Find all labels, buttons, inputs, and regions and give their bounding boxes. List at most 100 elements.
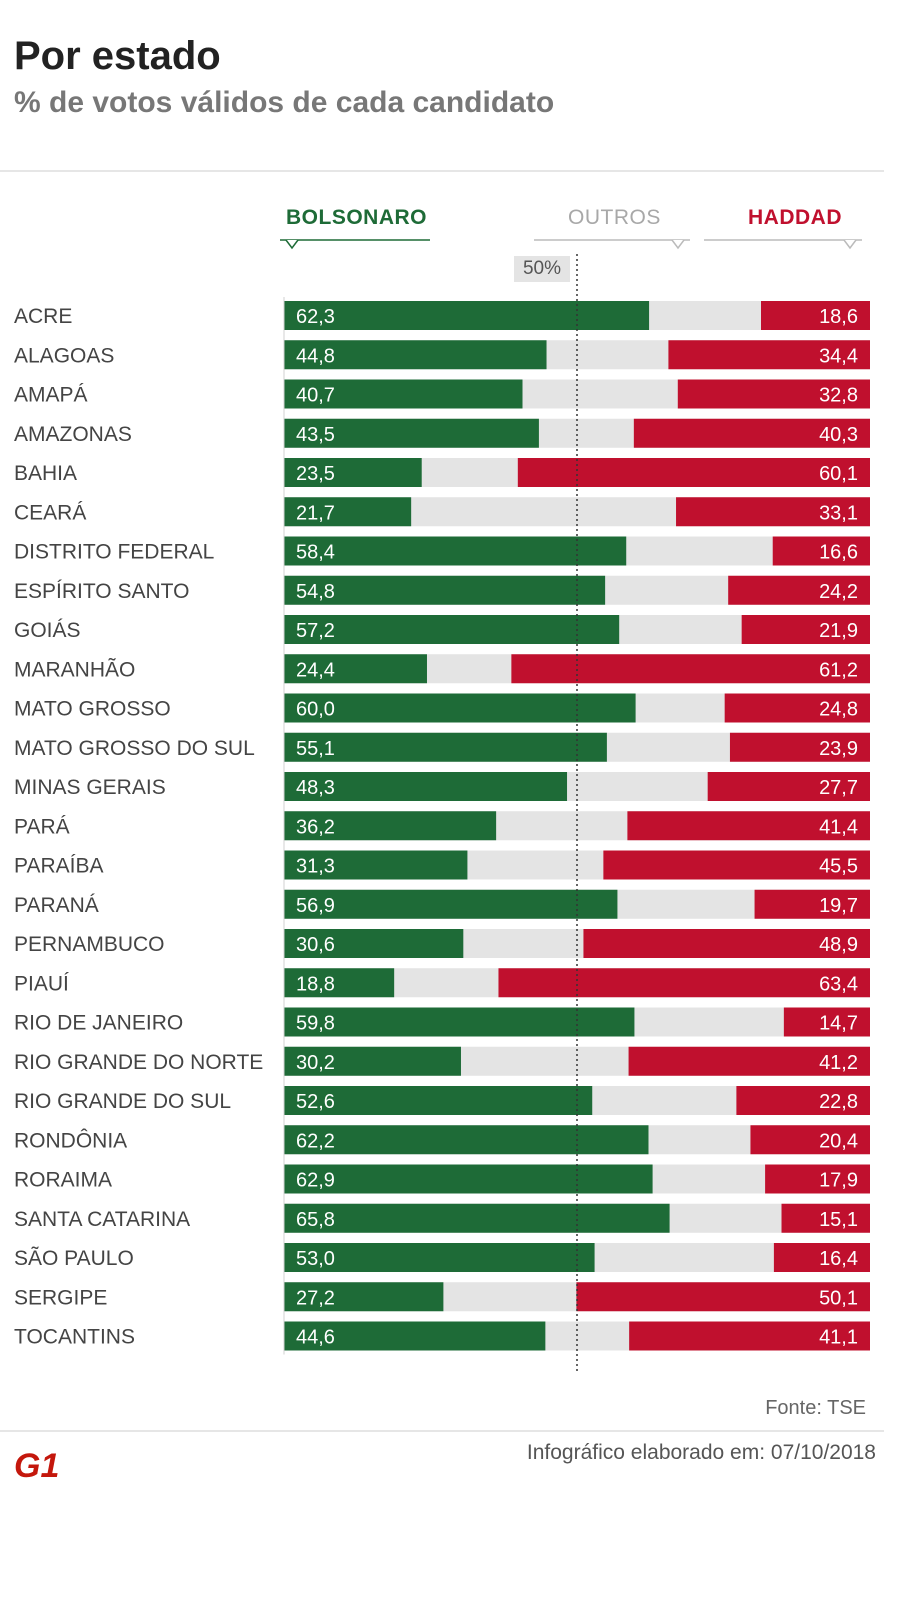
value-label-haddad: 24,2 bbox=[819, 581, 858, 603]
state-label: SANTA CATARINA bbox=[14, 1208, 190, 1231]
bar-bolsonaro bbox=[284, 301, 650, 330]
bottom-divider bbox=[0, 1430, 884, 1432]
state-row: GOIÁS 57,2 21,9 bbox=[14, 615, 870, 644]
bar-bolsonaro bbox=[284, 1125, 649, 1155]
bar-haddad bbox=[783, 1007, 870, 1037]
bar-bolsonaro bbox=[284, 458, 422, 487]
value-label-bolsonaro: 57,2 bbox=[296, 620, 335, 642]
state-row: PARAÍBA 31,3 45,5 bbox=[14, 850, 870, 880]
bar-haddad bbox=[728, 575, 870, 605]
state-row: RIO GRANDE DO SUL 52,6 22,8 bbox=[14, 1086, 870, 1115]
bar-haddad bbox=[761, 301, 870, 330]
value-label-bolsonaro: 53,0 bbox=[296, 1248, 335, 1270]
state-label: PIAUÍ bbox=[14, 972, 69, 995]
bar-bolsonaro bbox=[284, 1203, 670, 1233]
value-label-haddad: 15,1 bbox=[819, 1209, 858, 1231]
value-label-haddad: 23,9 bbox=[819, 738, 858, 760]
state-label: ACRE bbox=[14, 305, 72, 328]
value-label-bolsonaro: 62,9 bbox=[296, 1170, 335, 1192]
state-row: RIO GRANDE DO NORTE 30,2 41,2 bbox=[14, 1046, 870, 1076]
state-label: BAHIA bbox=[14, 462, 77, 485]
value-label-haddad: 40,3 bbox=[819, 424, 858, 446]
state-row: SÃO PAULO 53,0 16,4 bbox=[14, 1243, 870, 1272]
state-row: RORAIMA 62,9 17,9 bbox=[14, 1164, 870, 1194]
state-row: ALAGOAS 44,8 34,4 bbox=[14, 340, 870, 370]
value-label-haddad: 41,2 bbox=[819, 1052, 858, 1074]
bar-haddad bbox=[677, 379, 870, 409]
chart-rows: ACRE 62,3 18,6 ALAGOAS 44,8 34,4 AMAPÁ 40,7 32,8… bbox=[14, 301, 870, 1351]
bar-bolsonaro bbox=[284, 1243, 595, 1272]
bar-bolsonaro bbox=[284, 929, 464, 958]
g1-logo: G1 bbox=[14, 1447, 59, 1481]
bar-haddad bbox=[517, 458, 870, 487]
state-label: DISTRITO FEDERAL bbox=[14, 541, 214, 564]
value-label-bolsonaro: 65,8 bbox=[296, 1209, 335, 1231]
chart-title: Por estado bbox=[14, 34, 221, 78]
value-label-haddad: 20,4 bbox=[819, 1130, 858, 1152]
bar-haddad bbox=[741, 615, 870, 644]
state-row: MINAS GERAIS 48,3 27,7 bbox=[14, 772, 870, 801]
value-label-haddad: 60,1 bbox=[819, 463, 858, 485]
bar-haddad bbox=[676, 497, 870, 527]
bar-haddad bbox=[576, 1282, 870, 1312]
value-label-haddad: 41,1 bbox=[819, 1327, 858, 1349]
bar-haddad bbox=[754, 889, 870, 919]
state-row: DISTRITO FEDERAL 58,4 16,6 bbox=[14, 536, 870, 566]
state-row: BAHIA 23,5 60,1 bbox=[14, 458, 870, 487]
bar-bolsonaro bbox=[284, 1086, 593, 1115]
state-label: MARANHÃO bbox=[14, 657, 135, 681]
bar-bolsonaro bbox=[284, 968, 395, 998]
value-label-haddad: 41,4 bbox=[819, 816, 858, 838]
state-label: PARÁ bbox=[14, 815, 70, 838]
bar-bolsonaro bbox=[284, 379, 523, 409]
value-label-bolsonaro: 31,3 bbox=[296, 856, 335, 878]
state-row: AMAPÁ 40,7 32,8 bbox=[14, 379, 870, 409]
value-label-haddad: 27,7 bbox=[819, 777, 858, 799]
bar-haddad bbox=[629, 1321, 870, 1351]
value-label-bolsonaro: 30,2 bbox=[296, 1052, 335, 1074]
state-row: SANTA CATARINA 65,8 15,1 bbox=[14, 1203, 870, 1233]
value-label-bolsonaro: 23,5 bbox=[296, 463, 335, 485]
state-label: RIO GRANDE DO NORTE bbox=[14, 1051, 263, 1074]
state-label: PERNAMBUCO bbox=[14, 933, 165, 956]
value-label-bolsonaro: 62,2 bbox=[296, 1130, 335, 1152]
value-label-bolsonaro: 56,9 bbox=[296, 895, 335, 917]
bar-haddad bbox=[729, 732, 870, 762]
value-label-haddad: 34,4 bbox=[819, 345, 858, 367]
state-label: MINAS GERAIS bbox=[14, 776, 166, 799]
state-label: RIO DE JANEIRO bbox=[14, 1012, 183, 1035]
state-row: PIAUÍ 18,8 63,4 bbox=[14, 968, 870, 998]
value-label-bolsonaro: 58,4 bbox=[296, 542, 335, 564]
state-label: RORAIMA bbox=[14, 1169, 112, 1192]
state-row: PARANÁ 56,9 19,7 bbox=[14, 889, 870, 919]
state-row: AMAZONAS 43,5 40,3 bbox=[14, 418, 870, 448]
chart-subtitle: % de votos válidos de cada candidato bbox=[14, 86, 555, 119]
bar-bolsonaro bbox=[284, 654, 427, 684]
value-label-bolsonaro: 44,8 bbox=[296, 345, 335, 367]
legend-outros: OUTROS bbox=[568, 206, 661, 229]
state-label: SERGIPE bbox=[14, 1286, 107, 1309]
bar-bolsonaro bbox=[284, 1046, 461, 1076]
bar-bolsonaro bbox=[284, 418, 539, 448]
bar-bolsonaro bbox=[284, 575, 606, 605]
bar-bolsonaro bbox=[284, 1282, 444, 1312]
value-label-bolsonaro: 24,4 bbox=[296, 659, 335, 681]
bar-haddad bbox=[724, 693, 870, 723]
legend-bracket-bolsonaro-pointer bbox=[285, 239, 299, 250]
state-row: CEARÁ 21,7 33,1 bbox=[14, 497, 870, 527]
value-label-haddad: 22,8 bbox=[819, 1091, 858, 1113]
state-row: ESPÍRITO SANTO 54,8 24,2 bbox=[14, 575, 870, 605]
value-label-haddad: 18,6 bbox=[819, 306, 858, 328]
state-row: MATO GROSSO DO SUL 55,1 23,9 bbox=[14, 732, 870, 762]
bar-haddad bbox=[772, 536, 870, 566]
legend-bracket-outros-pointer bbox=[671, 239, 685, 250]
bar-bolsonaro bbox=[284, 615, 620, 644]
state-row: RIO DE JANEIRO 59,8 14,7 bbox=[14, 1007, 870, 1037]
bar-haddad bbox=[773, 1243, 870, 1272]
fifty-percent-label: 50% bbox=[514, 256, 570, 282]
g1-logo-text: G1 bbox=[14, 1447, 59, 1481]
bar-bolsonaro bbox=[284, 340, 547, 370]
value-label-haddad: 32,8 bbox=[819, 385, 858, 407]
state-row: RONDÔNIA 62,2 20,4 bbox=[14, 1125, 870, 1155]
